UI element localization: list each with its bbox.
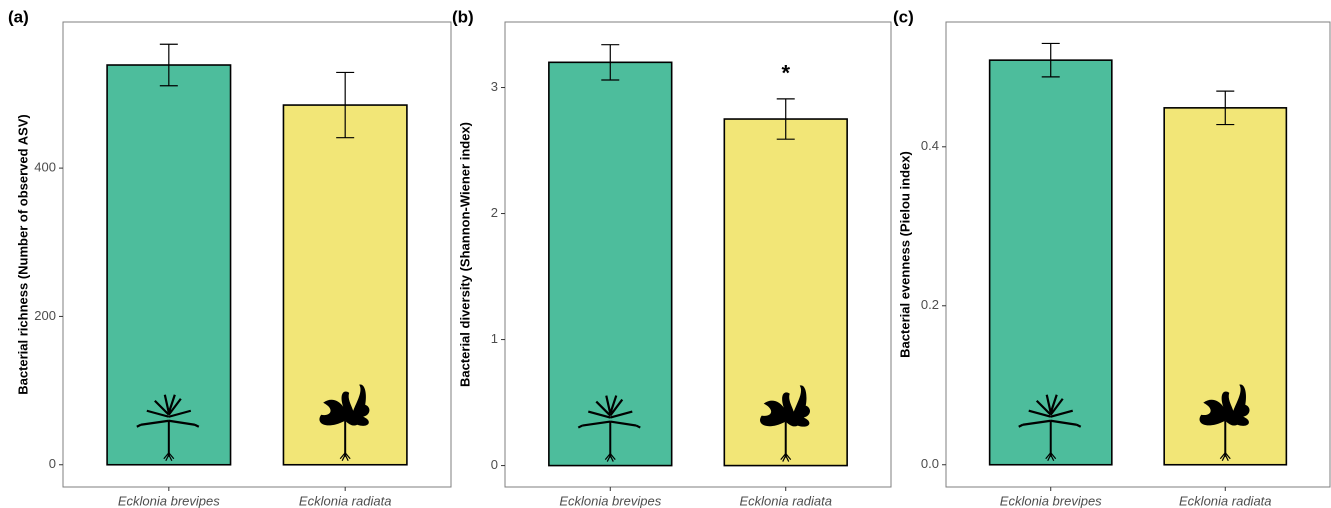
panel: (a) Bacterial richness (Number of observe… [8, 7, 451, 508]
x-tick-label: Ecklonia brevipes [559, 493, 661, 508]
y-tick-label: 400 [34, 160, 56, 175]
y-tick-label: 2 [491, 205, 498, 220]
y-tick-label: 0.4 [921, 138, 939, 153]
y-tick-label: 0.0 [921, 456, 939, 471]
bar [549, 62, 672, 465]
figure: (a) Bacterial richness (Number of observe… [0, 0, 1331, 508]
significance-annotation: * [781, 61, 790, 86]
x-tick-label: Ecklonia radiata [299, 493, 392, 508]
y-tick-label: 0 [491, 457, 498, 472]
panel-label: (a) [8, 7, 29, 26]
bar [990, 60, 1112, 465]
panel: (c) Bacterial evenness (Pielou index) 0.0 0… [893, 7, 1330, 508]
y-axis-label: Bacterial richness (Number of observed A… [15, 114, 30, 395]
bar [107, 65, 230, 465]
y-tick-label: 0 [49, 456, 56, 471]
panel: (b) Bacterial diversity (Shannon-Wiener i… [452, 7, 891, 508]
panel-label: (c) [893, 7, 914, 26]
panel-label: (b) [452, 7, 474, 26]
x-tick-label: Ecklonia radiata [1179, 493, 1272, 508]
y-tick-label: 3 [491, 79, 498, 94]
y-tick-label: 0.2 [921, 297, 939, 312]
y-tick-label: 200 [34, 308, 56, 323]
y-axis-label: Bacterial diversity (Shannon-Wiener inde… [457, 122, 472, 387]
x-tick-label: Ecklonia brevipes [1000, 493, 1102, 508]
x-tick-label: Ecklonia radiata [739, 493, 832, 508]
x-tick-label: Ecklonia brevipes [118, 493, 220, 508]
y-axis-label: Bacterial evenness (Pielou index) [897, 151, 912, 358]
y-tick-label: 1 [491, 331, 498, 346]
